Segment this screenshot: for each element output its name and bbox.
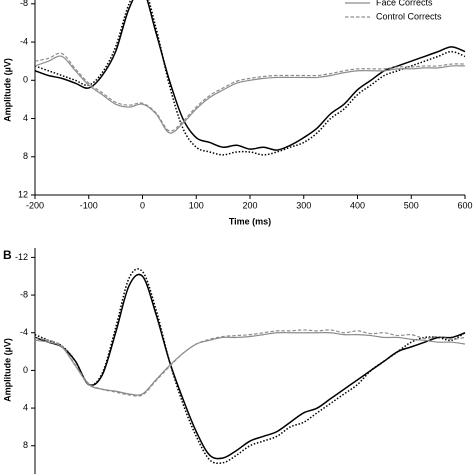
y-tick-label: -4: [20, 327, 28, 337]
series-line: [35, 0, 466, 156]
series-line: [35, 55, 466, 134]
y-axis-label: Amplitude (µV): [2, 58, 12, 122]
x-tick-label: -200: [26, 200, 44, 210]
y-tick-label: 0: [23, 75, 28, 85]
x-tick-label: 500: [404, 200, 419, 210]
y-tick-label: 4: [23, 402, 28, 412]
y-axis-label: Amplitude (µV): [2, 338, 12, 402]
legend-label: Control Corrects: [376, 11, 442, 21]
x-tick-label: 0: [140, 200, 145, 210]
y-tick-label: 8: [23, 151, 28, 161]
x-axis-label: Time (ms): [229, 216, 271, 226]
plot-area: [35, 0, 466, 156]
x-tick-label: 200: [242, 200, 257, 210]
series-line: [35, 268, 466, 465]
x-tick-label: 600: [457, 200, 472, 210]
y-tick-label: 4: [23, 113, 28, 123]
x-tick-label: 400: [350, 200, 365, 210]
y-tick-label: 12: [18, 189, 28, 199]
y-tick-label: -12: [15, 252, 28, 262]
y-tick-label: -8: [20, 0, 28, 8]
y-tick-label: -8: [20, 289, 28, 299]
y-tick-label: -4: [20, 36, 28, 46]
y-tick-label: 8: [23, 440, 28, 450]
legend-label: Face Corrects: [376, 0, 433, 7]
series-line: [35, 52, 466, 132]
series-line: [35, 332, 466, 396]
x-tick-label: 300: [296, 200, 311, 210]
panel-label: B: [3, 248, 12, 262]
series-line: [35, 273, 466, 460]
y-tick-label: 0: [23, 365, 28, 375]
series-line: [35, 0, 466, 151]
x-tick-label: 100: [189, 200, 204, 210]
series-line: [35, 329, 466, 397]
plot-area: [35, 268, 466, 465]
x-tick-label: -100: [80, 200, 98, 210]
